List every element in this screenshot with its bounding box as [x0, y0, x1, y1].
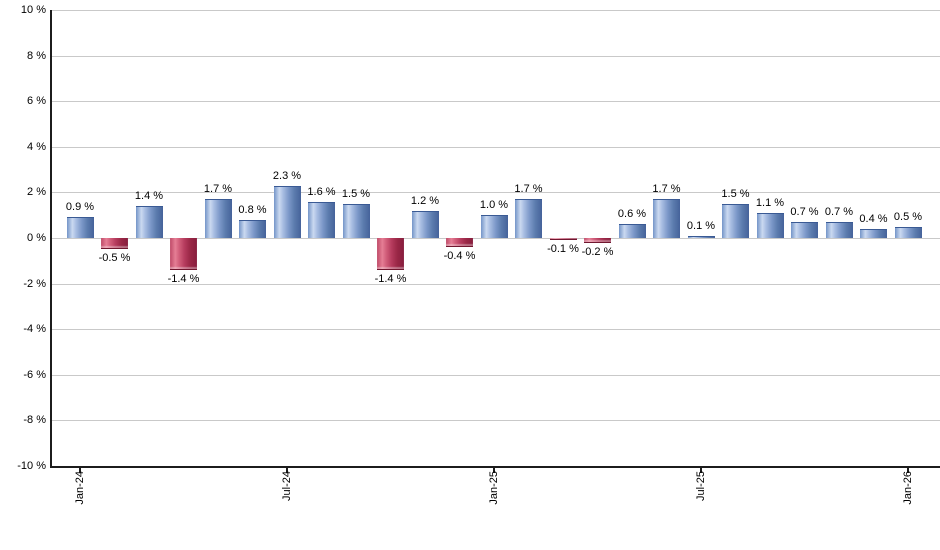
- bar-value-label: 0.7 %: [790, 206, 819, 218]
- bar-value-label: 0.4 %: [859, 213, 888, 225]
- bar-value-label: 0.7 %: [824, 206, 854, 218]
- bar-value-label: 2.3 %: [272, 170, 302, 182]
- bar-positive: [308, 202, 335, 238]
- bar-positive: [135, 206, 163, 238]
- bar-positive: [860, 229, 887, 238]
- bar-positive: [411, 211, 439, 238]
- bar-positive: [653, 199, 680, 238]
- bar-positive: [480, 215, 508, 238]
- bar-value-label: -0.4 %: [443, 250, 476, 262]
- bar-value-label: 1.5 %: [721, 188, 750, 200]
- gridline: [52, 283, 940, 285]
- bar-positive: [66, 217, 94, 238]
- bar-value-label: 1.7 %: [203, 183, 233, 195]
- bar-value-label: 1.1 %: [755, 197, 785, 209]
- x-axis-tick-label: Jan-25: [488, 471, 500, 505]
- y-axis-tick-label: 10 %: [20, 4, 46, 16]
- bar-positive: [687, 236, 715, 238]
- bar-value-label: 0.6 %: [617, 208, 647, 220]
- bar-positive: [618, 224, 646, 238]
- bar-negative: [377, 238, 404, 270]
- y-axis-tick-label: -6 %: [23, 368, 46, 381]
- y-axis-tick-label: 8 %: [27, 49, 46, 62]
- y-axis-tick-label: 0 %: [27, 232, 46, 244]
- bar-negative: [549, 238, 577, 240]
- bar-positive: [515, 199, 542, 238]
- bar-value-label: -0.5 %: [98, 252, 131, 264]
- gridline: [52, 55, 940, 57]
- bar-positive: [239, 220, 266, 238]
- gridline: [52, 101, 940, 103]
- y-axis-line: [50, 10, 52, 468]
- gridline: [52, 374, 940, 376]
- bar-positive: [342, 204, 370, 238]
- bar-value-label: 1.2 %: [410, 195, 440, 207]
- gridline: [52, 420, 940, 422]
- y-axis-tick-label: 2 %: [27, 186, 46, 199]
- bar-negative: [101, 238, 128, 249]
- bar-negative: [170, 238, 197, 270]
- bar-positive: [722, 204, 749, 238]
- bar-positive: [825, 222, 853, 238]
- bar-value-label: 0.9 %: [65, 201, 95, 213]
- gridline: [52, 238, 940, 239]
- gridline: [52, 146, 940, 148]
- bar-positive: [273, 186, 301, 238]
- x-axis-tick-mark: [493, 468, 495, 473]
- x-axis-tick-label: Jul-24: [281, 471, 293, 501]
- bar-value-label: -1.4 %: [374, 273, 407, 285]
- gridline: [52, 192, 940, 194]
- y-axis-tick-label: -10 %: [17, 460, 46, 472]
- x-axis-line: [50, 466, 940, 468]
- bar-value-label: -0.1 %: [547, 243, 579, 255]
- x-axis-tick-mark: [907, 468, 909, 473]
- bar-positive: [894, 227, 922, 238]
- bar-value-label: 0.8 %: [238, 204, 267, 216]
- bar-positive: [204, 199, 232, 238]
- bar-value-label: 1.4 %: [134, 190, 164, 202]
- x-axis-tick-label: Jan-24: [74, 471, 86, 505]
- x-axis-tick-mark: [286, 468, 288, 473]
- bar-positive: [756, 213, 784, 238]
- bar-negative: [584, 238, 611, 243]
- bar-positive: [791, 222, 818, 238]
- x-axis-tick-mark: [700, 468, 702, 473]
- bar-value-label: 1.7 %: [652, 183, 681, 195]
- bar-value-label: 0.5 %: [893, 211, 923, 223]
- bar-value-label: 1.0 %: [479, 199, 509, 211]
- bar-value-label: -0.2 %: [581, 246, 614, 258]
- x-axis-tick-label: Jan-26: [902, 471, 914, 505]
- bar-value-label: 0.1 %: [686, 220, 716, 232]
- y-axis-tick-label: 4 %: [27, 140, 46, 153]
- y-axis-tick-label: -8 %: [23, 414, 46, 427]
- y-axis-tick-label: -4 %: [23, 323, 46, 336]
- bar-value-label: -1.4 %: [167, 273, 200, 285]
- bar-negative: [446, 238, 473, 247]
- y-axis-tick-label: 6 %: [27, 95, 46, 108]
- x-axis-tick-mark: [79, 468, 81, 473]
- y-axis-tick-label: -2 %: [23, 277, 46, 290]
- bar-value-label: 1.7 %: [514, 183, 543, 195]
- bar-value-label: 1.6 %: [307, 186, 336, 198]
- bar-value-label: 1.5 %: [341, 188, 371, 200]
- x-axis-tick-label: Jul-25: [695, 471, 707, 501]
- gridline: [52, 10, 940, 11]
- gridline: [52, 329, 940, 331]
